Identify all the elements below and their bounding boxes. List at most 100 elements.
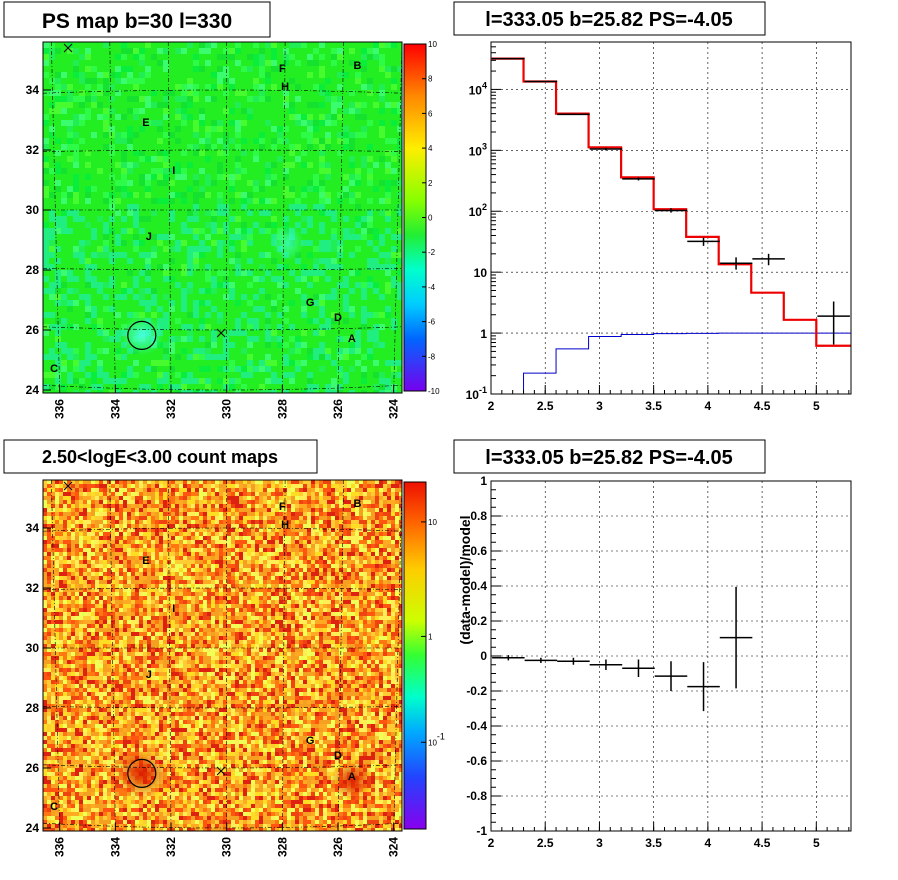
map-pixel xyxy=(103,644,107,648)
map-pixel xyxy=(135,512,139,516)
map-pixel xyxy=(355,246,361,252)
map-pixel xyxy=(379,90,385,96)
map-pixel xyxy=(139,620,143,624)
map-pixel xyxy=(323,640,327,644)
map-pixel xyxy=(347,576,351,580)
map-pixel xyxy=(179,568,183,572)
map-pixel xyxy=(247,528,251,532)
map-pixel xyxy=(195,620,199,624)
map-pixel xyxy=(155,572,159,576)
map-pixel xyxy=(223,222,229,228)
map-pixel xyxy=(315,576,319,580)
map-pixel xyxy=(375,572,379,576)
map-pixel xyxy=(133,240,139,246)
map-pixel xyxy=(103,532,107,536)
x-tick-label: 2 xyxy=(488,399,495,413)
map-pixel xyxy=(265,60,271,66)
map-pixel xyxy=(207,524,211,528)
map-pixel xyxy=(59,512,63,516)
map-pixel xyxy=(259,48,265,54)
map-pixel xyxy=(73,210,79,216)
map-pixel xyxy=(391,504,395,508)
map-pixel xyxy=(135,628,139,632)
map-pixel xyxy=(49,384,55,390)
map-pixel xyxy=(229,54,235,60)
map-pixel xyxy=(179,584,183,588)
map-pixel xyxy=(79,102,85,108)
map-pixel xyxy=(215,556,219,560)
map-pixel xyxy=(287,620,291,624)
map-pixel xyxy=(217,204,223,210)
map-pixel xyxy=(127,500,131,504)
map-pixel xyxy=(159,544,163,548)
map-pixel xyxy=(307,144,313,150)
map-pixel xyxy=(107,512,111,516)
map-pixel xyxy=(263,488,267,492)
map-pixel xyxy=(303,620,307,624)
map-pixel xyxy=(163,496,167,500)
map-pixel xyxy=(331,48,337,54)
map-pixel xyxy=(111,620,115,624)
map-pixel xyxy=(277,324,283,330)
map-pixel xyxy=(311,512,315,516)
map-pixel xyxy=(307,520,311,524)
map-pixel xyxy=(255,584,259,588)
map-pixel xyxy=(203,620,207,624)
map-pixel xyxy=(359,592,363,596)
map-pixel xyxy=(319,306,325,312)
map-pixel xyxy=(87,640,91,644)
map-pixel xyxy=(79,636,83,640)
map-pixel xyxy=(205,366,211,372)
map-pixel xyxy=(343,282,349,288)
map-pixel xyxy=(67,560,71,564)
map-pixel xyxy=(319,366,325,372)
map-pixel xyxy=(199,150,205,156)
map-pixel xyxy=(355,592,359,596)
map-pixel xyxy=(171,624,175,628)
map-pixel xyxy=(193,210,199,216)
map-pixel xyxy=(271,552,275,556)
map-pixel xyxy=(43,354,49,360)
map-pixel xyxy=(179,548,183,552)
map-pixel xyxy=(279,552,283,556)
map-pixel xyxy=(301,270,307,276)
map-pixel xyxy=(155,624,159,628)
map-pixel xyxy=(335,620,339,624)
map-pixel xyxy=(361,84,367,90)
map-pixel xyxy=(263,508,267,512)
map-pixel xyxy=(223,366,229,372)
map-pixel xyxy=(271,540,275,544)
map-pixel xyxy=(235,636,239,640)
map-pixel xyxy=(121,54,127,60)
map-pixel xyxy=(151,568,155,572)
y-tick-label: 104 xyxy=(469,80,487,97)
map-pixel xyxy=(139,156,145,162)
map-pixel xyxy=(151,300,157,306)
map-pixel xyxy=(391,624,395,628)
map-pixel xyxy=(325,210,331,216)
map-pixel xyxy=(391,78,397,84)
map-pixel xyxy=(395,540,399,544)
map-pixel xyxy=(127,372,133,378)
map-pixel xyxy=(243,628,247,632)
map-pixel xyxy=(97,348,103,354)
map-pixel xyxy=(127,138,133,144)
map-pixel xyxy=(283,282,289,288)
map-pixel xyxy=(127,580,131,584)
map-pixel xyxy=(219,596,223,600)
map-pixel xyxy=(223,204,229,210)
map-pixel xyxy=(299,524,303,528)
map-pixel xyxy=(327,596,331,600)
map-pixel xyxy=(323,556,327,560)
map-pixel xyxy=(339,516,343,520)
map-pixel xyxy=(347,572,351,576)
map-pixel xyxy=(307,556,311,560)
map-pixel xyxy=(311,596,315,600)
map-pixel xyxy=(243,624,247,628)
map-pixel xyxy=(145,96,151,102)
map-pixel xyxy=(287,572,291,576)
map-pixel xyxy=(157,126,163,132)
map-pixel xyxy=(391,512,395,516)
map-pixel xyxy=(367,604,371,608)
map-pixel xyxy=(387,492,391,496)
